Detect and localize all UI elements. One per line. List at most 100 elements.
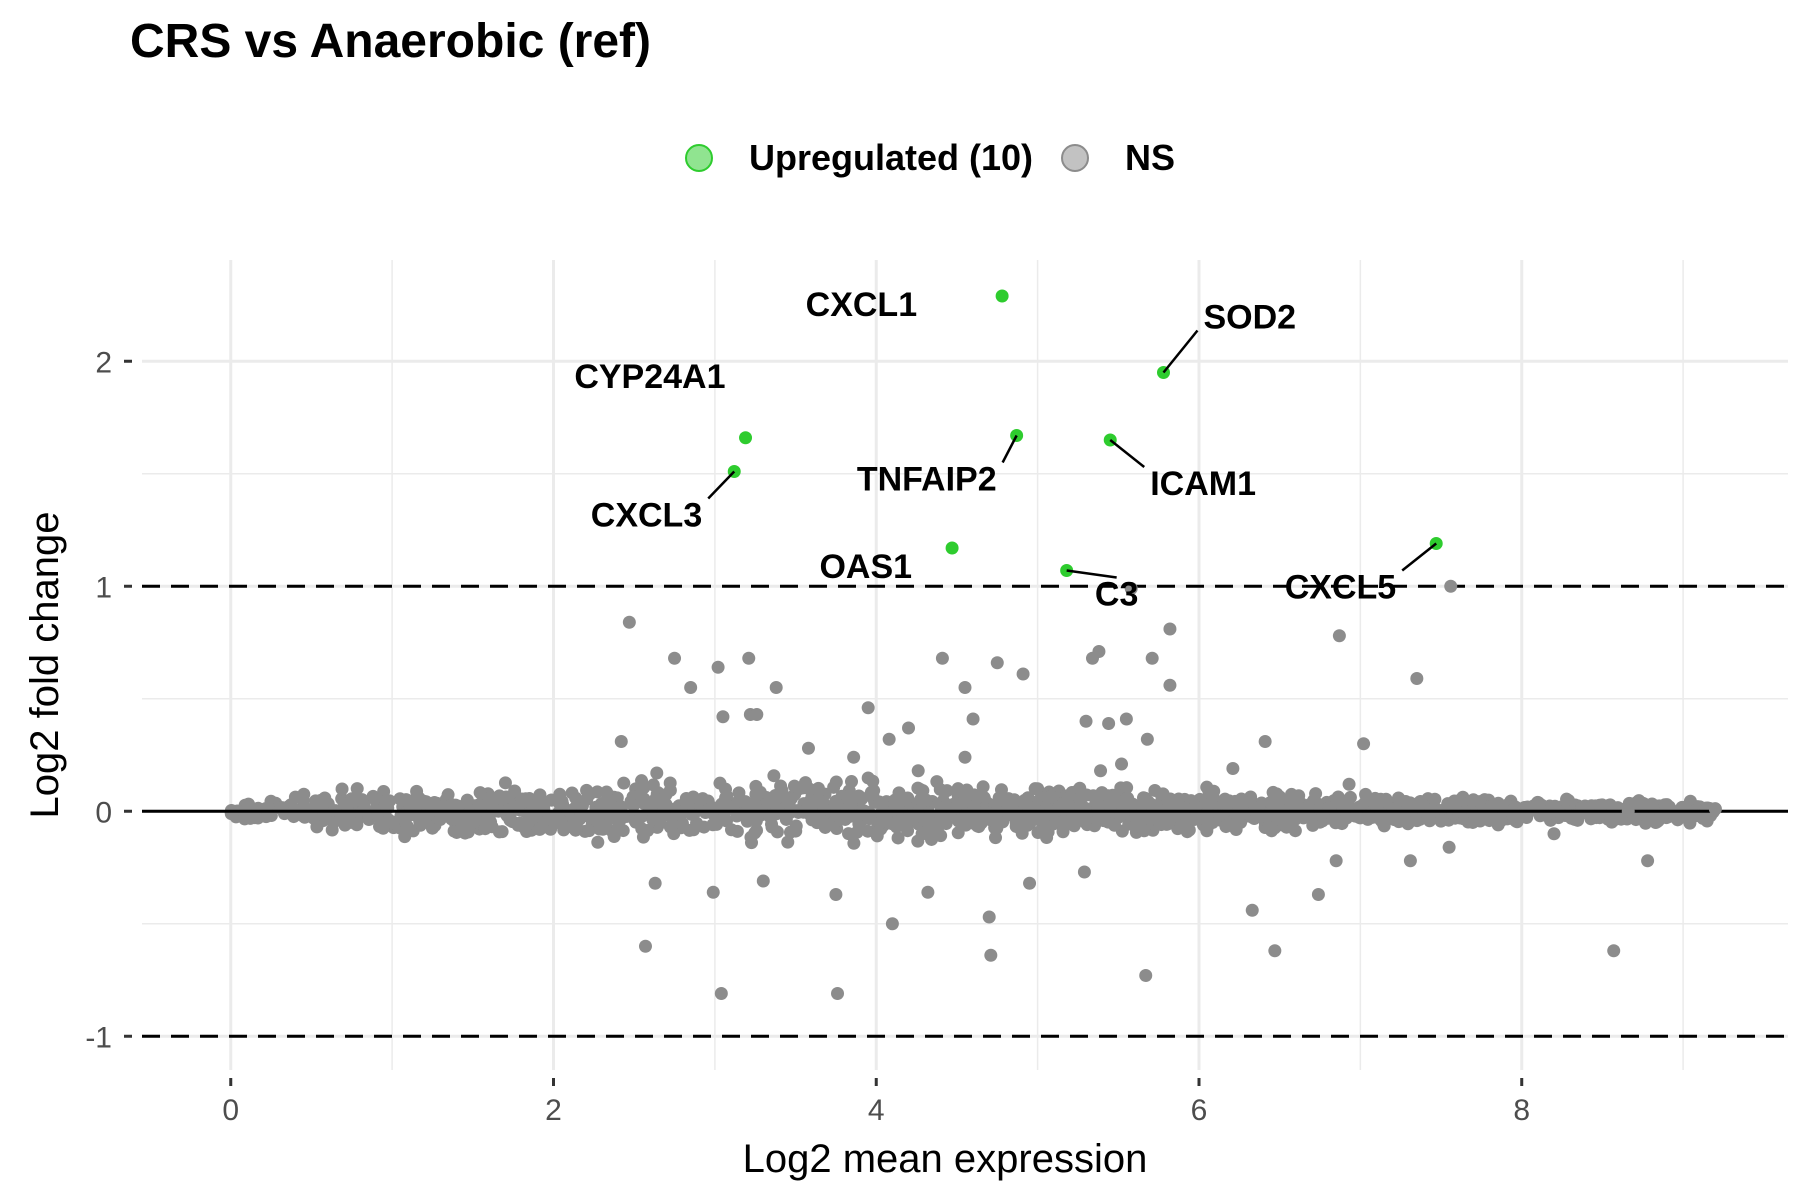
ns-point bbox=[847, 750, 861, 764]
ns-point-dense bbox=[828, 798, 842, 812]
ns-point-dense bbox=[1581, 806, 1595, 820]
ns-point-dense bbox=[1118, 798, 1132, 812]
ns-point-dense bbox=[569, 791, 583, 805]
ns-point bbox=[1245, 903, 1259, 917]
ns-point bbox=[1410, 672, 1424, 685]
ns-point-dense bbox=[789, 824, 803, 838]
points bbox=[614, 289, 1722, 1000]
ns-point bbox=[769, 681, 783, 694]
ns-point-dense bbox=[580, 792, 594, 806]
ns-point bbox=[1342, 777, 1356, 791]
ns-point bbox=[650, 766, 664, 780]
ns-point bbox=[1258, 735, 1272, 748]
ns-point-dense bbox=[646, 778, 660, 792]
ns-point bbox=[911, 764, 925, 778]
ns-point bbox=[861, 701, 875, 715]
legend-label-ns: NS bbox=[1125, 137, 1176, 178]
ns-point-dense bbox=[350, 782, 364, 796]
gene-labels: CXCL1 SOD2 CYP24A1 TNFAIP2 ICAM1 CXCL3 OAS1 CXC… bbox=[574, 286, 1437, 614]
gene-label: SOD2 bbox=[1203, 299, 1296, 337]
ns-point bbox=[1311, 888, 1325, 901]
ns-point-dense bbox=[951, 826, 965, 840]
ns-point-dense bbox=[855, 791, 869, 805]
ns-point-dense bbox=[472, 798, 486, 812]
ns-point-dense bbox=[749, 787, 763, 801]
upregulated-point bbox=[945, 541, 959, 555]
ns-point-dense bbox=[376, 821, 390, 835]
ns-point bbox=[1547, 827, 1561, 841]
ns-point-dense bbox=[1329, 816, 1343, 830]
ns-point-dense bbox=[792, 782, 806, 796]
y-tick-label: 0 bbox=[95, 796, 112, 829]
ns-point-dense bbox=[484, 790, 498, 804]
ns-point-dense bbox=[452, 824, 466, 838]
ns-point-dense bbox=[503, 813, 517, 827]
ns-point-dense bbox=[1368, 798, 1382, 812]
ns-point bbox=[638, 939, 652, 953]
ns-point bbox=[706, 885, 720, 899]
ns-point-dense bbox=[834, 812, 848, 826]
ns-point-dense bbox=[1548, 799, 1562, 813]
ns-point-dense bbox=[939, 799, 953, 813]
ns-point bbox=[648, 876, 662, 890]
ns-point-dense bbox=[617, 776, 631, 790]
ns-point bbox=[1226, 762, 1240, 775]
ns-point bbox=[1607, 944, 1621, 958]
ns-point bbox=[1016, 667, 1030, 681]
legend: Upregulated (10) NS bbox=[0, 128, 1800, 188]
ns-point-dense bbox=[1399, 795, 1413, 809]
ns-point-dense bbox=[499, 790, 513, 804]
ns-point-dense bbox=[498, 776, 512, 790]
ns-point-dense bbox=[1108, 818, 1122, 832]
ns-point-dense bbox=[287, 810, 301, 824]
ns-point bbox=[1163, 622, 1177, 636]
legend-item-ns: NS bbox=[1061, 137, 1175, 179]
ns-point-dense bbox=[1200, 806, 1214, 820]
ns-point-dense bbox=[770, 825, 784, 839]
ns-point-dense bbox=[913, 782, 927, 796]
ns-point bbox=[1442, 840, 1456, 854]
ns-point-dense bbox=[1285, 811, 1299, 825]
legend-swatch-ns bbox=[1061, 144, 1090, 172]
ns-point-dense bbox=[520, 818, 534, 832]
ns-point-dense bbox=[1136, 791, 1150, 805]
ns-point bbox=[990, 656, 1004, 670]
ns-point-dense bbox=[1159, 807, 1173, 821]
ns-point-dense bbox=[544, 812, 558, 826]
ns-point bbox=[1332, 629, 1346, 643]
ns-point-dense bbox=[418, 815, 432, 829]
ns-point-dense bbox=[1667, 807, 1681, 821]
ns-point-dense bbox=[1466, 793, 1480, 807]
y-tick-label: -1 bbox=[85, 1021, 112, 1054]
ns-point bbox=[935, 651, 949, 665]
ns-point-dense bbox=[1423, 814, 1437, 828]
gene-label: ICAM1 bbox=[1150, 465, 1256, 503]
ns-point-dense bbox=[1011, 813, 1025, 827]
ns-point-dense bbox=[959, 807, 973, 821]
ns-point bbox=[1077, 865, 1091, 879]
ns-point bbox=[1092, 645, 1106, 658]
ns-point-dense bbox=[341, 797, 355, 811]
ns-point bbox=[1115, 757, 1129, 771]
ns-point-dense bbox=[1340, 811, 1354, 825]
ns-point bbox=[1140, 732, 1154, 746]
ns-point-dense bbox=[1200, 780, 1214, 794]
ns-point-dense bbox=[1410, 814, 1424, 828]
ns-point-dense bbox=[735, 807, 749, 821]
ns-point-dense bbox=[535, 821, 549, 835]
label-leader-line bbox=[1066, 569, 1117, 579]
ns-point-dense bbox=[627, 799, 641, 813]
ns-point bbox=[982, 910, 996, 924]
ns-point bbox=[902, 721, 916, 735]
ns-point-dense bbox=[730, 824, 744, 838]
label-leader-line bbox=[1162, 329, 1199, 374]
ns-point bbox=[984, 948, 998, 962]
ns-point-dense bbox=[976, 780, 990, 794]
ns-point-dense bbox=[770, 802, 784, 816]
ns-point-dense bbox=[335, 782, 349, 796]
ns-point bbox=[684, 681, 698, 694]
ns-point-dense bbox=[1055, 816, 1069, 830]
ns-point bbox=[714, 987, 728, 1000]
ns-point bbox=[742, 651, 756, 665]
